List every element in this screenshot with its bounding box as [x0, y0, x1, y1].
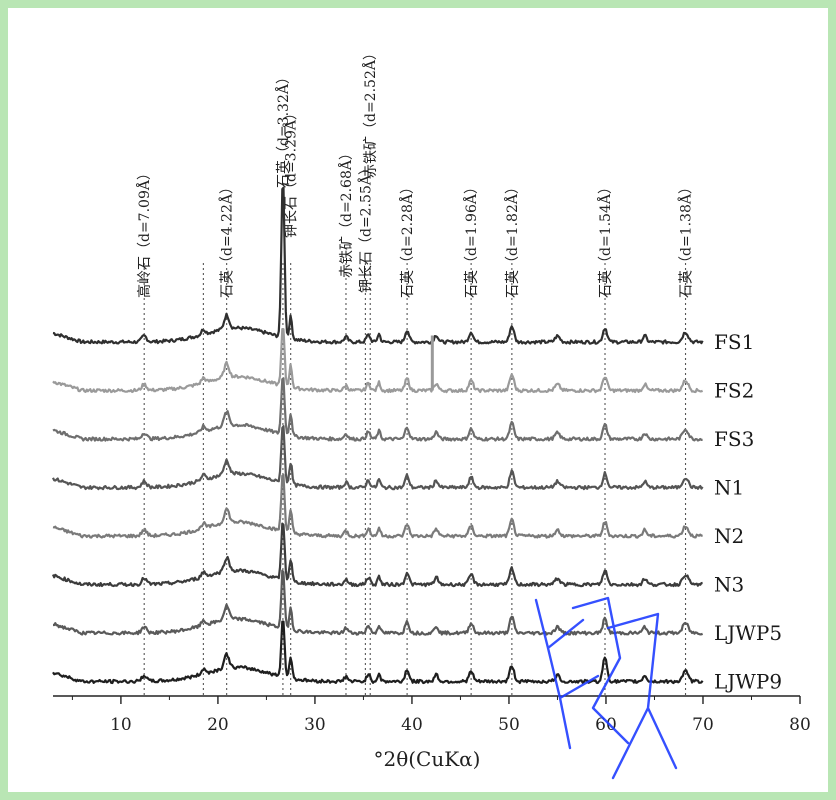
- x-tick-label-30: 30: [304, 715, 326, 735]
- peak-label-2: 石英（d=4.22Å）: [218, 180, 236, 298]
- peak-label-0: 高岭石（d=7.09Å）: [135, 166, 153, 298]
- sample-label-N1: N1: [714, 476, 744, 500]
- sample-label-FS2: FS2: [714, 379, 754, 403]
- peak-label-6: 钾长石（d=2.55Å）: [356, 161, 374, 293]
- xrd-traces: [51, 186, 704, 685]
- peak-label-11: 石英（d=1.54Å）: [596, 180, 614, 298]
- trace-LJWP5: [53, 569, 704, 636]
- trace-LJWP9: [52, 620, 704, 685]
- peak-label-5: 赤铁矿（d=2.68Å）: [337, 146, 355, 278]
- chart-frame: 高岭石（d=7.09Å） 石英（d=4.22Å） 石英（d=3.32Å） 钾长石（d=…: [8, 8, 828, 792]
- watermark-stroke: [534, 596, 678, 780]
- x-tick-label-80: 80: [789, 715, 811, 735]
- trace-N1: [52, 425, 704, 491]
- x-tick-label-10: 10: [110, 715, 132, 735]
- x-tick-label-70: 70: [692, 715, 714, 735]
- trace-FS2: [52, 328, 704, 394]
- trace-N2: [52, 473, 703, 539]
- sample-label-LJWP5: LJWP5: [714, 621, 782, 645]
- trace-FS1: [52, 186, 704, 345]
- sample-label-N3: N3: [714, 573, 744, 597]
- sample-labels: FS1 FS2 FS3 N1 N2 N3 LJWP5 LJWP9: [714, 330, 782, 694]
- x-tick-label-20: 20: [207, 715, 229, 735]
- watermark-logo: [534, 596, 678, 780]
- peak-label-10: 石英（d=1.82Å）: [503, 180, 521, 298]
- sample-label-FS3: FS3: [714, 427, 754, 451]
- peak-label-9: 石英（d=1.96Å）: [462, 180, 480, 298]
- x-tick-label-40: 40: [401, 715, 423, 735]
- peak-label-3: 石英（d=3.32Å）: [274, 70, 292, 188]
- trace-FS3: [52, 377, 703, 442]
- peak-label-12: 石英（d=1.38Å）: [677, 180, 695, 298]
- sample-label-LJWP9: LJWP9: [714, 670, 782, 694]
- x-axis-title: °2θ(CuKα): [373, 747, 480, 771]
- sample-label-N2: N2: [714, 524, 744, 548]
- xrd-chart: 高岭石（d=7.09Å） 石英（d=4.22Å）石英（d=3.32Å）钾长石（d=…: [51, 46, 811, 780]
- peak-labels: 高岭石（d=7.09Å） 石英（d=4.22Å）石英（d=3.32Å）钾长石（d=…: [135, 46, 694, 298]
- x-tick-label-60: 60: [595, 715, 617, 735]
- trace-N3: [51, 522, 703, 588]
- peak-label-8: 石英（d=2.28Å）: [398, 180, 416, 298]
- sample-label-FS1: FS1: [714, 330, 754, 354]
- x-axis: 10 20 30 40 50 60 70 80: [53, 695, 811, 735]
- x-tick-label-50: 50: [498, 715, 520, 735]
- peak-label-7: 赤铁矿（d=2.52Å）: [361, 46, 379, 178]
- peak-reference-lines: [143, 263, 687, 696]
- peak-label-4: 钾长石（d=3.29Å）: [282, 106, 300, 238]
